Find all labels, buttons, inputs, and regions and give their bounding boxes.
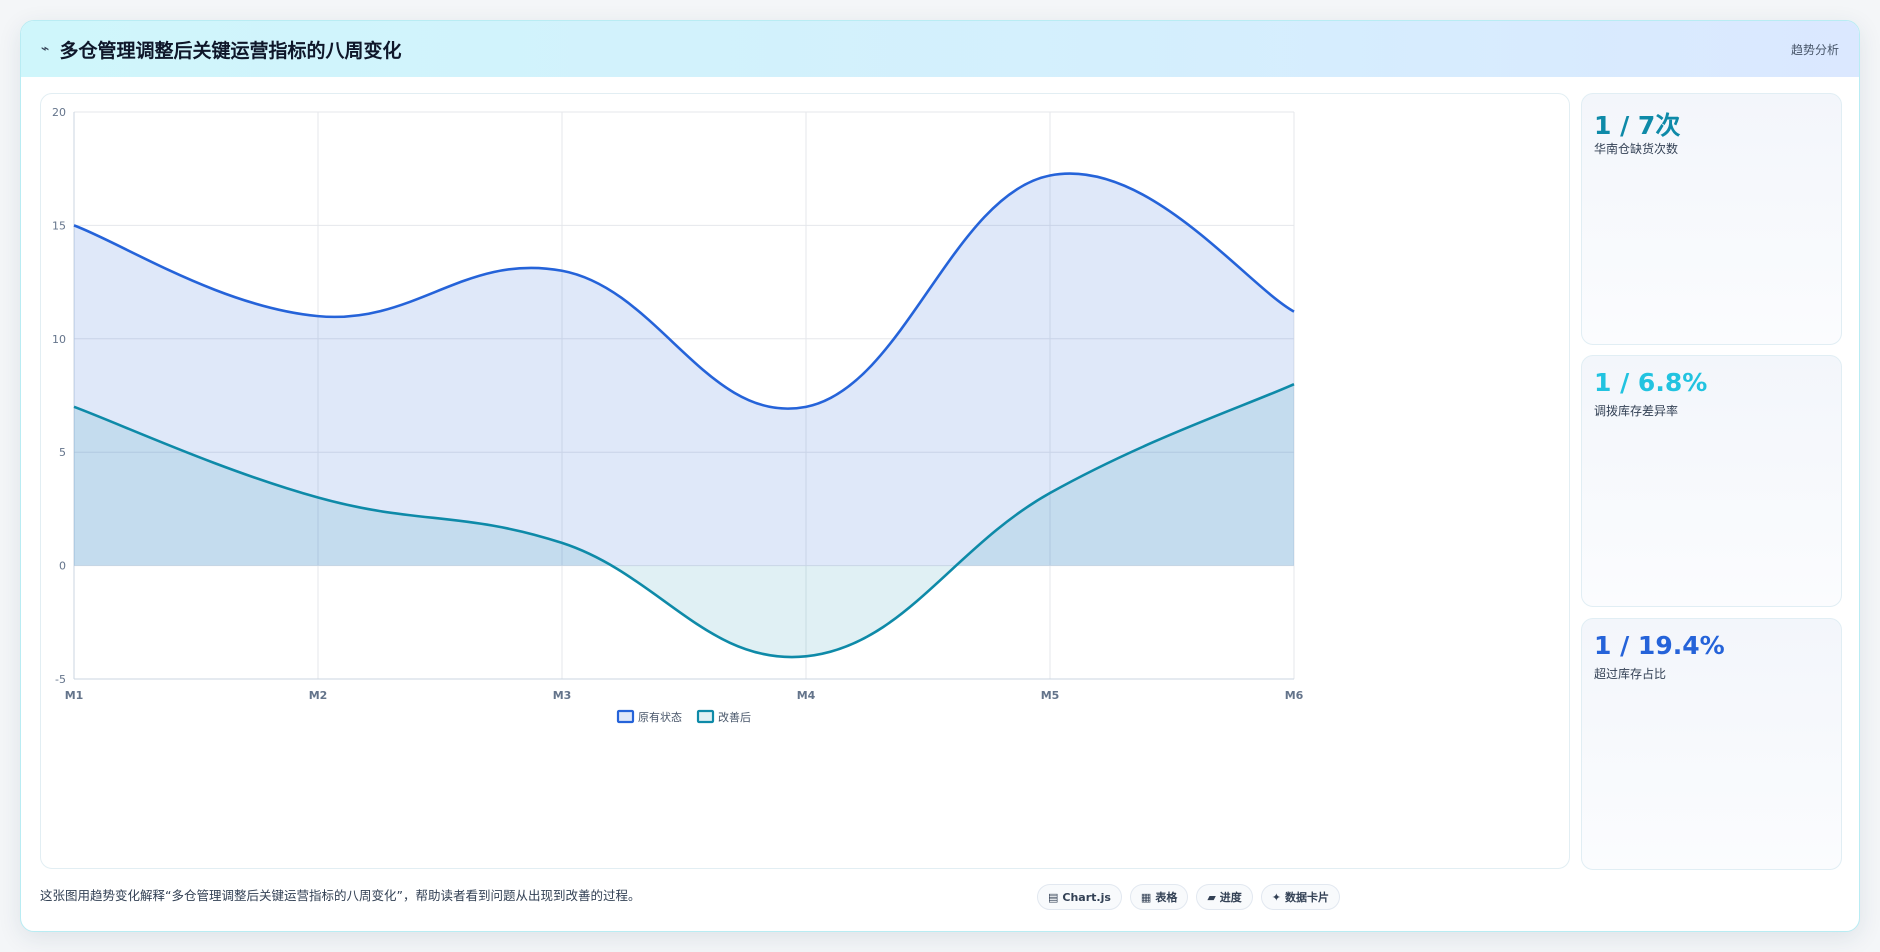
trend-icon: ⌁: [41, 41, 50, 57]
chip-label: 进度: [1219, 891, 1242, 904]
card-header: ⌁ 多仓管理调整后关键运营指标的八周变化 趋势分析: [21, 21, 1859, 77]
y-tick-label: 20: [52, 106, 66, 119]
legend-swatch: [616, 709, 635, 724]
chip-progress[interactable]: ▰ 进度: [1196, 884, 1253, 910]
kpi-card-stockout: 1 / 7次 华南仓缺货次数: [1581, 93, 1842, 345]
progress-icon: ▰: [1207, 890, 1216, 904]
x-tick-label: M4: [797, 689, 816, 702]
chip-label: 表格: [1155, 891, 1178, 904]
y-tick-label: -5: [55, 673, 66, 686]
chart-panel: 20 15 10 5 0 -5 M1 M2 M3 M4 M5 M6 原有状态 改善后: [40, 93, 1570, 869]
kpi-card-variance: 1 / 6.8% 调拨库存差异率: [1581, 355, 1842, 607]
x-tick-label: M1: [65, 689, 84, 702]
series-area: [74, 384, 1294, 658]
dashboard-card: ⌁ 多仓管理调整后关键运营指标的八周变化 趋势分析 20 15 10 5 0 -5 M1 M2…: [20, 20, 1860, 932]
kpi-value: 1 / 19.4%: [1594, 631, 1725, 660]
chip-label: Chart.js: [1062, 890, 1111, 904]
chip-table[interactable]: ▦ 表格: [1129, 884, 1189, 910]
x-tick-label: M5: [1041, 689, 1060, 702]
kpi-card-overstock: 1 / 19.4% 超过库存占比: [1581, 618, 1842, 870]
chip-label: 数据卡片: [1285, 891, 1330, 904]
kpi-label: 华南仓缺货次数: [1594, 142, 1679, 156]
area-chart: 20 15 10 5 0 -5 M1 M2 M3 M4 M5 M6 原有状态 改善后: [52, 106, 1304, 724]
kpi-label: 调拨库存差异率: [1594, 404, 1679, 418]
page-title: ⌁ 多仓管理调整后关键运营指标的八周变化: [41, 36, 401, 63]
feature-chips: ▤ Chart.js ▦ 表格 ▰ 进度 ✦ 数据卡片: [1037, 884, 1341, 910]
table-icon: ▦: [1140, 890, 1152, 904]
series-line: [73, 172, 1295, 410]
chip-data-card[interactable]: ✦ 数据卡片: [1260, 884, 1341, 910]
legend-label: 改善后: [718, 710, 751, 724]
y-tick-label: 0: [59, 560, 66, 573]
header-tag: 趋势分析: [1790, 42, 1839, 57]
x-tick-label: M2: [309, 689, 328, 702]
title-text: 多仓管理调整后关键运营指标的八周变化: [59, 39, 402, 62]
x-tick-label: M3: [553, 689, 572, 702]
series-line: [73, 382, 1295, 659]
y-tick-label: 10: [52, 333, 66, 346]
kpi-label: 超过库存占比: [1594, 667, 1667, 681]
x-tick-label: M6: [1285, 689, 1304, 702]
legend-swatch: [696, 709, 715, 724]
kpi-value: 1 / 6.8%: [1594, 368, 1708, 397]
chart-caption: 这张图用趋势变化解释“多仓管理调整后关键运营指标的八周变化”，帮助读者看到问题从…: [40, 888, 641, 903]
chart-icon: ▤: [1048, 890, 1059, 904]
y-tick-label: 5: [59, 446, 66, 459]
kpi-value: 1 / 7次: [1594, 111, 1681, 140]
sparkle-icon: ✦: [1271, 890, 1282, 904]
series-area: [74, 173, 1294, 566]
chip-chartjs[interactable]: ▤ Chart.js: [1037, 884, 1122, 910]
y-tick-label: 15: [52, 219, 66, 232]
legend-label: 原有状态: [638, 710, 682, 724]
